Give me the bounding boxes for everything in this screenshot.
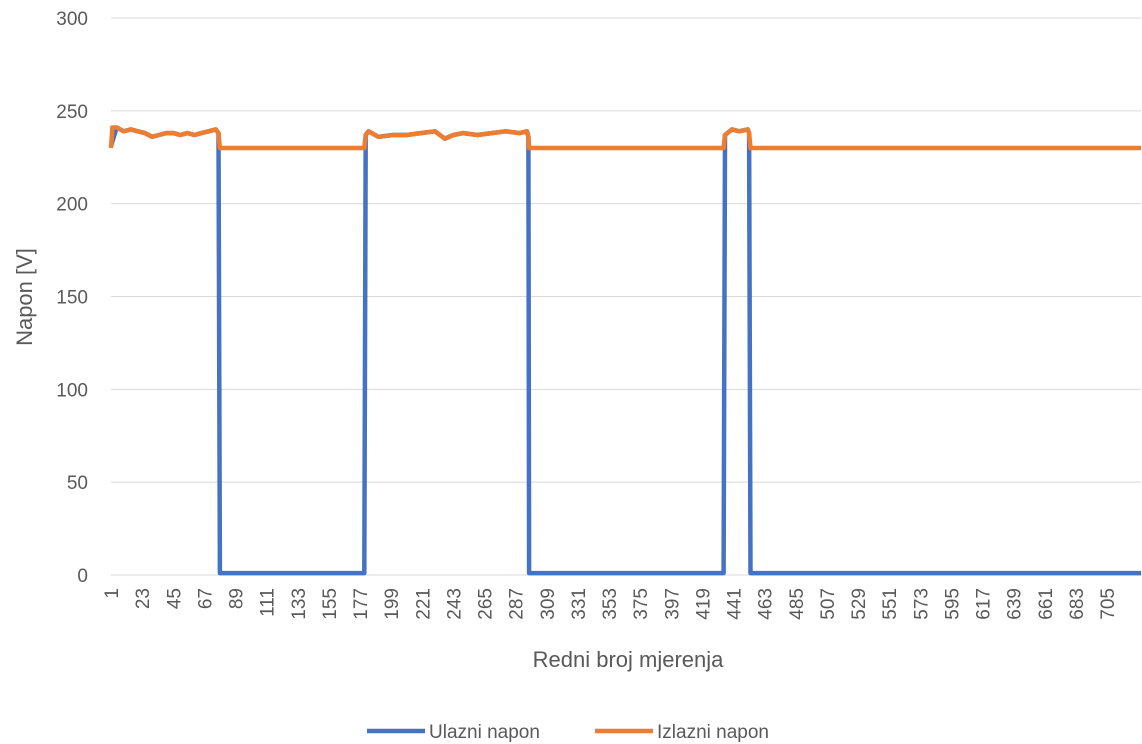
series-lines xyxy=(108,125,1141,576)
x-tick-label: 683 xyxy=(1067,588,1088,620)
x-tick-label: 111 xyxy=(258,588,279,617)
x-tick-label: 67 xyxy=(195,588,216,609)
x-tick-label: 463 xyxy=(756,588,777,620)
x-tick-label: 397 xyxy=(662,588,683,620)
x-tick-label: 177 xyxy=(351,588,372,620)
y-axis-ticks: 0 50 100 150 200 250 300 xyxy=(56,9,88,587)
x-tick-label: 243 xyxy=(444,588,465,620)
x-tick-label: 287 xyxy=(507,588,528,620)
x-tick-label: 309 xyxy=(538,588,559,620)
y-tick-label: 100 xyxy=(56,380,88,401)
x-tick-label: 507 xyxy=(818,588,839,620)
x-tick-label: 529 xyxy=(849,588,870,620)
x-tick-label: 23 xyxy=(133,588,154,609)
x-tick-label: 199 xyxy=(382,588,403,620)
x-tick-label: 661 xyxy=(1036,588,1057,620)
x-axis-ticks: 1 23 45 67 89 111 133 155 177 199 221 243 265 287 309 3… xyxy=(102,588,1119,620)
legend-label-input: Ulazni napon xyxy=(429,722,540,743)
legend: Ulazni napon Izlazni napon xyxy=(367,722,769,743)
series-line-input xyxy=(108,125,1141,576)
x-tick-label: 353 xyxy=(600,588,621,620)
x-tick-label: 375 xyxy=(631,588,652,620)
x-tick-label: 133 xyxy=(289,588,310,620)
y-tick-label: 200 xyxy=(56,195,88,216)
x-tick-label: 485 xyxy=(787,588,808,620)
x-tick-label: 155 xyxy=(320,588,341,620)
x-tick-label: 705 xyxy=(1098,588,1119,620)
series-line-output xyxy=(108,125,1141,151)
y-tick-label: 50 xyxy=(67,473,88,494)
x-tick-label: 595 xyxy=(942,588,963,620)
x-tick-label: 419 xyxy=(693,588,714,620)
x-tick-label: 639 xyxy=(1005,588,1026,620)
x-tick-label: 89 xyxy=(227,588,248,609)
y-tick-label: 0 xyxy=(77,566,88,587)
legend-label-output: Izlazni napon xyxy=(657,722,769,743)
gridlines xyxy=(111,17,1141,483)
x-tick-label: 441 xyxy=(725,588,746,620)
x-tick-label: 573 xyxy=(911,588,932,620)
y-axis-title: Napon [V] xyxy=(12,248,37,346)
x-tick-label: 551 xyxy=(880,588,901,620)
x-tick-label: 1 xyxy=(102,588,123,599)
x-axis-title: Redni broj mjerenja xyxy=(533,647,725,672)
x-tick-label: 221 xyxy=(413,588,434,620)
x-tick-label: 617 xyxy=(974,588,995,620)
y-tick-label: 300 xyxy=(56,9,88,30)
x-tick-label: 45 xyxy=(164,588,185,609)
y-tick-label: 150 xyxy=(56,288,88,309)
x-tick-label: 331 xyxy=(569,588,590,620)
x-tick-label: 265 xyxy=(476,588,497,620)
y-tick-label: 250 xyxy=(56,102,88,123)
